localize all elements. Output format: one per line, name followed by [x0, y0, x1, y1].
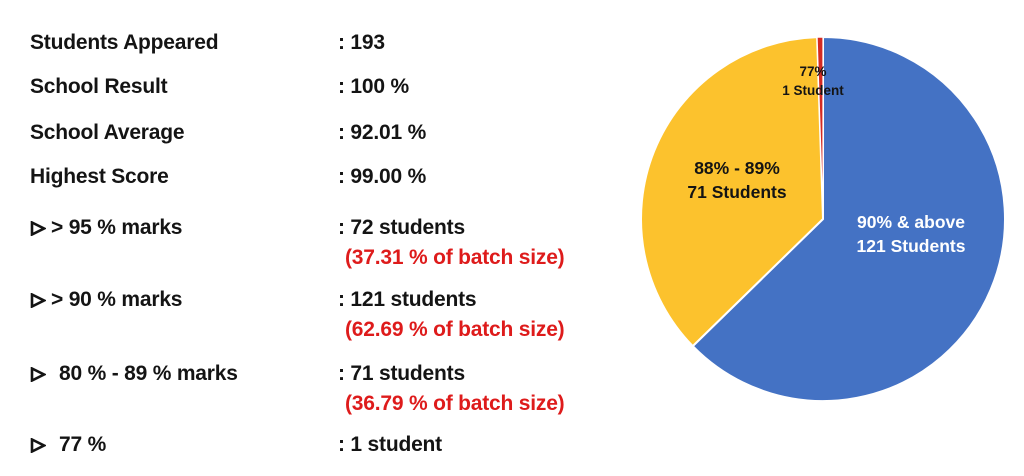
stat-label: School Result — [30, 75, 168, 99]
stat-label: School Average — [30, 121, 185, 145]
pie-label-line: 77% — [799, 64, 827, 79]
arrow-bullet-icon — [30, 292, 46, 308]
pie-label-line: 88% - 89% — [694, 158, 780, 178]
breakdown-value: : 121 students — [338, 288, 477, 311]
batch-size-note: (37.31 % of batch size) — [345, 246, 565, 269]
batch-size-note: (62.69 % of batch size) — [345, 318, 565, 341]
pie-label-line: 121 Students — [856, 235, 966, 256]
breakdown-value: : 71 students — [338, 362, 465, 385]
stat-label-text: Highest Score — [30, 165, 169, 188]
stat-value: : 100 % — [338, 75, 409, 98]
breakdown-label-text: 77 % — [59, 433, 107, 456]
stat-label: Highest Score — [30, 165, 169, 189]
stat-label-text: Students Appeared — [30, 31, 219, 54]
stat-value: : 92.01 % — [338, 121, 427, 144]
stat-label-text: School Result — [30, 75, 168, 98]
pie-label-90-above: 90% & above 121 Students — [821, 211, 1001, 258]
breakdown-label: > 90 % marks — [30, 288, 182, 312]
breakdown-label-text: 80 % - 89 % marks — [59, 362, 238, 385]
stat-value: : 193 — [338, 31, 385, 54]
breakdown-label-text: > 90 % marks — [51, 288, 183, 311]
pie-chart-svg — [640, 36, 1006, 402]
pie-slice-88-89 — [640, 36, 824, 348]
pie-label-77: 77% 1 Student — [733, 63, 893, 100]
batch-size-note: (36.79 % of batch size) — [345, 392, 565, 415]
breakdown-value: : 1 student — [338, 433, 442, 456]
breakdown-label: > 95 % marks — [30, 216, 182, 240]
breakdown-label: 80 % - 89 % marks — [30, 362, 238, 386]
breakdown-label-text: > 95 % marks — [51, 216, 183, 239]
breakdown-label: 77 % — [30, 433, 106, 457]
stat-value: : 99.00 % — [338, 165, 427, 188]
pie-slice-77 — [816, 36, 824, 220]
pie-label-line: 1 Student — [782, 82, 844, 98]
arrow-bullet-icon — [30, 220, 46, 236]
arrow-bullet-icon — [30, 437, 46, 453]
pie-slice-90-above — [691, 36, 1006, 402]
stat-label: Students Appeared — [30, 31, 219, 55]
stat-label-text: School Average — [30, 121, 185, 144]
pie-label-line: 90% & above — [857, 212, 965, 232]
arrow-bullet-icon — [30, 366, 46, 382]
pie-label-88-89: 88% - 89% 71 Students — [647, 156, 827, 204]
breakdown-value: : 72 students — [338, 216, 465, 239]
pie-chart: 77% 1 Student 88% - 89% 71 Students 90% … — [640, 36, 1006, 402]
pie-label-line: 71 Students — [687, 182, 787, 202]
